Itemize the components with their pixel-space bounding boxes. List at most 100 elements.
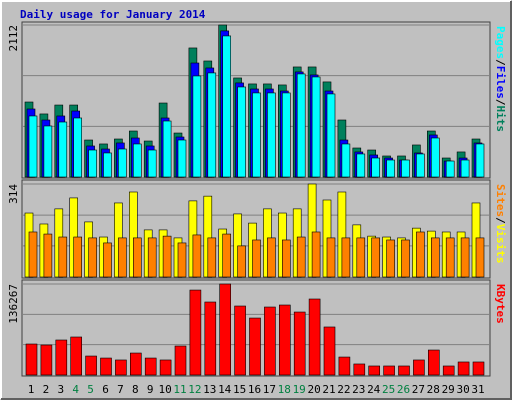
bar	[311, 76, 321, 178]
bar	[353, 363, 366, 376]
bar	[133, 237, 142, 278]
bar	[296, 236, 306, 278]
x-tick-label: 26	[397, 383, 410, 396]
bar	[100, 357, 112, 376]
legend-separator: /	[494, 99, 507, 106]
legend-separator: /	[494, 217, 507, 224]
bar	[40, 344, 53, 376]
bar	[460, 237, 470, 278]
bar	[338, 356, 351, 376]
legend-separator: /	[494, 59, 507, 66]
bar	[58, 236, 68, 278]
x-tick-label: 29	[442, 383, 455, 396]
x-tick-label: 1	[28, 383, 35, 396]
bar	[192, 75, 202, 178]
x-tick-label: 22	[337, 383, 350, 396]
bar	[356, 153, 366, 178]
x-tick-label: 15	[233, 383, 246, 396]
bar	[323, 326, 336, 376]
bar	[383, 365, 395, 376]
bar	[189, 289, 202, 376]
legend-entry: Visits	[494, 224, 507, 264]
x-tick-label: 18	[278, 383, 291, 396]
bar	[326, 237, 336, 278]
bar	[70, 336, 82, 376]
bar	[445, 237, 455, 278]
bar	[249, 317, 261, 376]
legend: Sites/Visits	[494, 184, 507, 264]
bar	[207, 72, 217, 178]
legend: KBytes	[494, 284, 507, 324]
bar	[28, 231, 38, 278]
bar	[222, 35, 231, 178]
bar	[386, 159, 395, 178]
x-tick-label: 21	[322, 383, 335, 396]
x-tick-label: 14	[218, 383, 232, 396]
legend-entry: Files	[494, 66, 507, 99]
bar	[416, 153, 425, 178]
y-tick-label: 136267	[7, 284, 20, 324]
bar	[475, 143, 485, 178]
bar	[267, 92, 276, 178]
bar	[88, 149, 97, 178]
bar	[281, 239, 291, 278]
bar	[264, 306, 276, 376]
legend-entry: Hits	[494, 106, 507, 133]
bar	[401, 239, 410, 278]
bar	[177, 242, 187, 278]
bar	[341, 237, 351, 278]
bar	[43, 125, 53, 178]
bar	[252, 239, 261, 278]
bar	[281, 92, 291, 178]
bar	[174, 345, 187, 376]
bar	[43, 233, 53, 278]
bar	[296, 73, 306, 178]
y-tick-label: 314	[7, 184, 20, 204]
bar	[311, 231, 321, 278]
x-tick-label: 24	[367, 383, 381, 396]
bar	[58, 121, 68, 178]
x-tick-label: 20	[307, 383, 320, 396]
bar	[308, 298, 321, 376]
chart-title: Daily usage for January 2014	[20, 8, 206, 21]
bar	[326, 93, 336, 178]
bar	[159, 359, 172, 376]
bar	[103, 242, 112, 278]
bar	[118, 148, 127, 178]
bar	[430, 237, 440, 278]
x-tick-label: 4	[72, 383, 79, 396]
x-tick-label: 17	[263, 383, 276, 396]
bar	[144, 357, 157, 376]
bar	[416, 231, 425, 278]
bar	[237, 245, 246, 278]
x-tick-label: 2	[43, 383, 50, 396]
x-tick-label: 11	[173, 383, 186, 396]
bar	[73, 117, 82, 178]
legend-entry: Pages	[494, 26, 507, 59]
x-tick-label: 5	[87, 383, 94, 396]
bar	[293, 311, 306, 376]
bar	[234, 305, 246, 376]
bar	[413, 359, 425, 376]
bar	[147, 237, 157, 278]
bar	[341, 143, 351, 178]
x-tick-label: 27	[412, 383, 425, 396]
bar	[85, 355, 97, 376]
bar	[25, 343, 38, 376]
bar	[192, 234, 202, 278]
x-tick-label: 28	[427, 383, 440, 396]
legend-entry: Sites	[494, 184, 507, 217]
x-tick-label: 7	[117, 383, 124, 396]
bar	[115, 359, 127, 376]
bar	[442, 365, 455, 376]
bar	[457, 361, 470, 376]
bar	[237, 86, 246, 178]
bar	[103, 152, 112, 178]
bar	[368, 365, 381, 376]
bar	[55, 339, 68, 376]
bar	[445, 160, 455, 178]
x-tick-label: 30	[456, 383, 469, 396]
bar	[207, 237, 217, 278]
legend: Pages/Files/Hits	[494, 26, 507, 132]
